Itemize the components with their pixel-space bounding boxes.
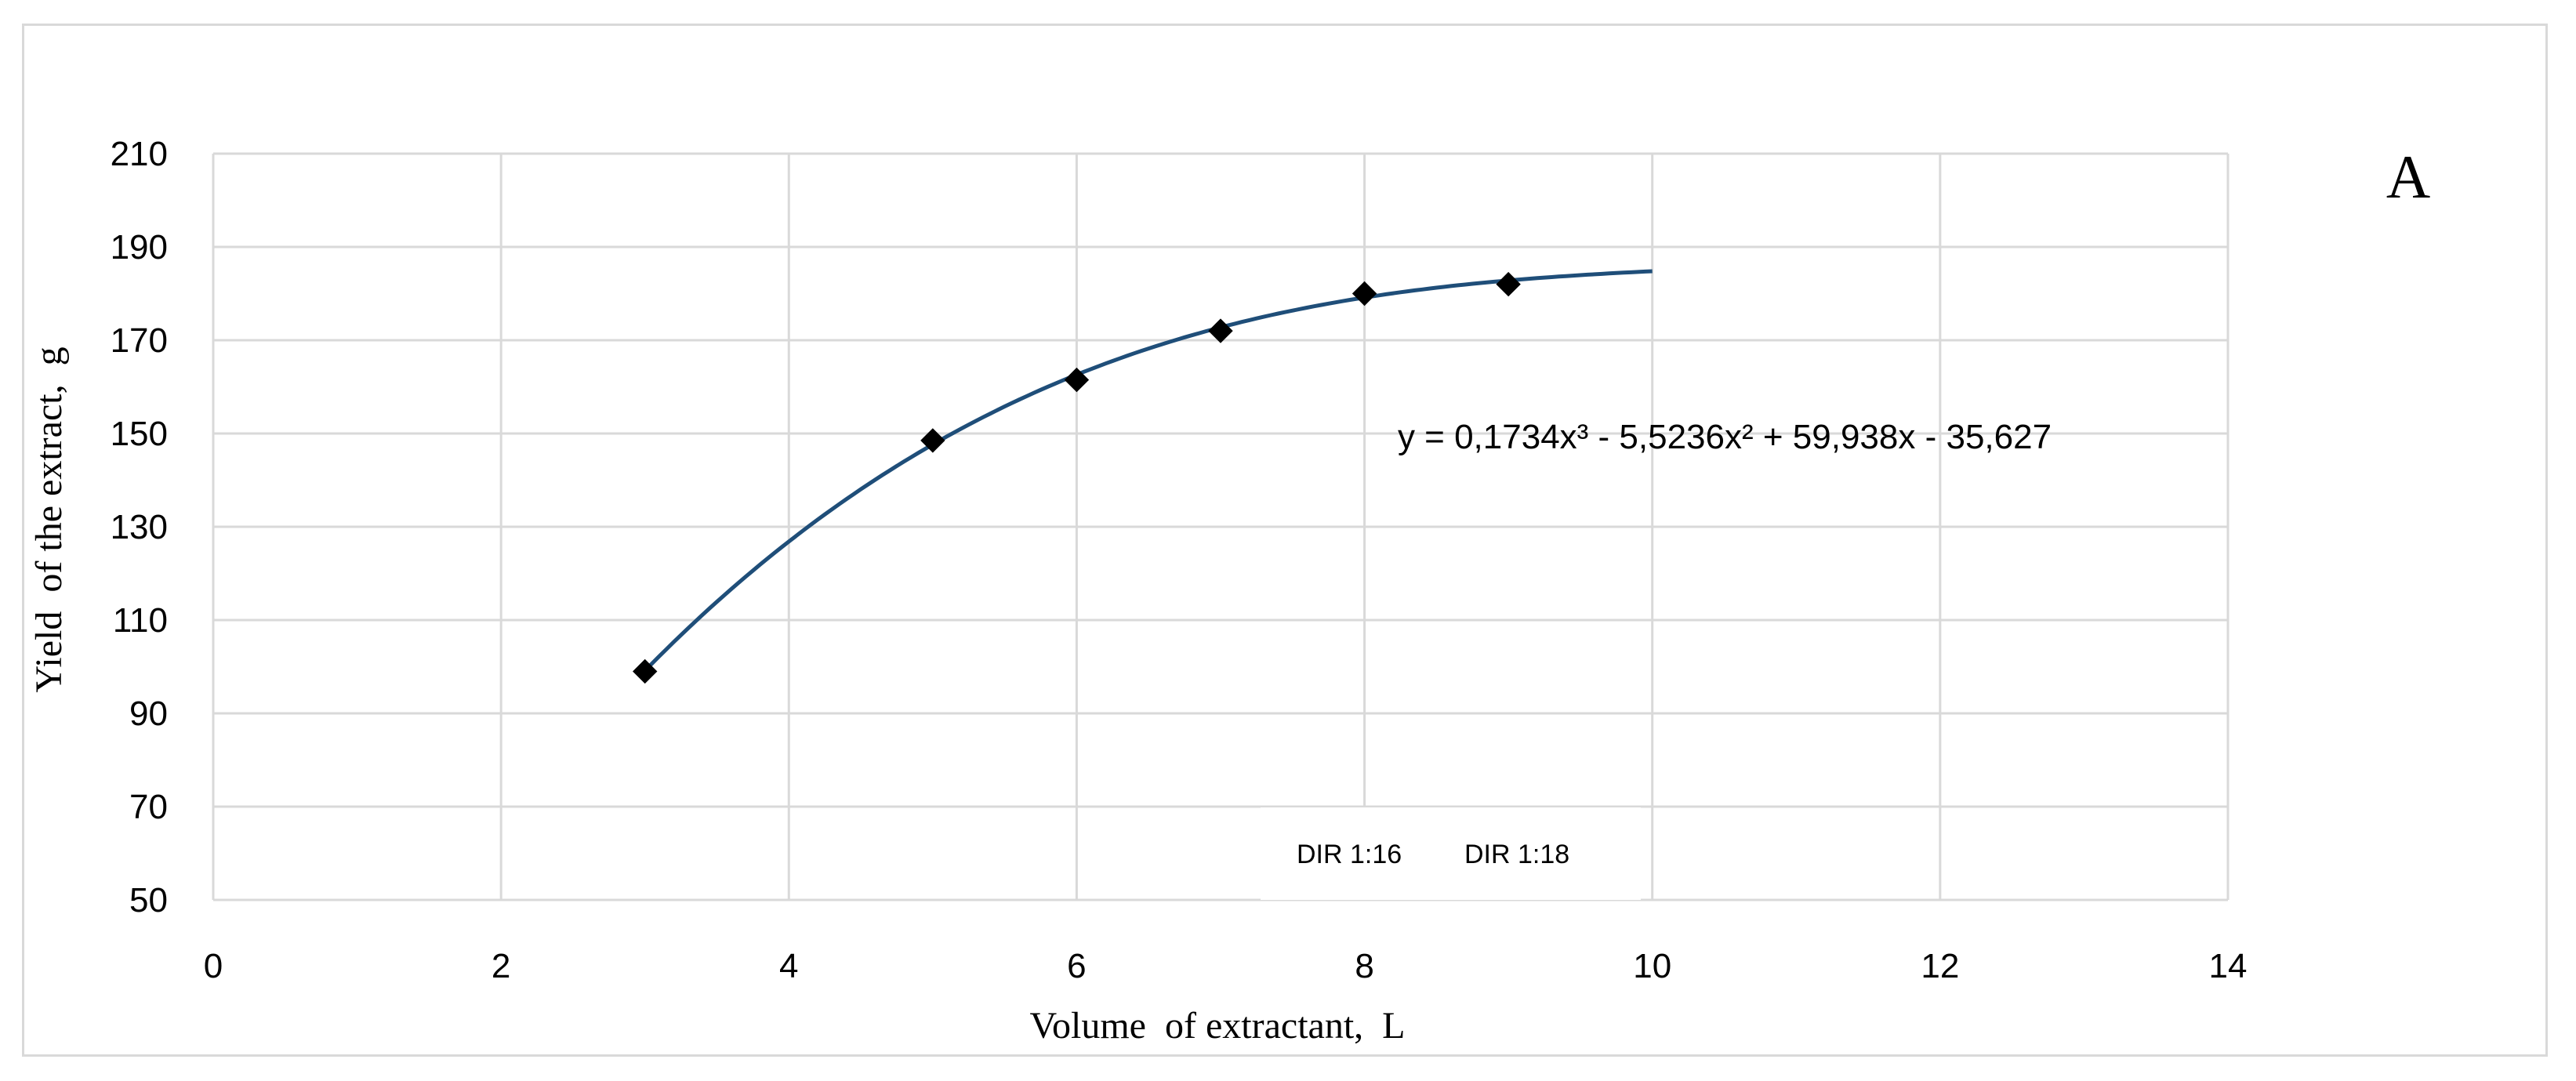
legend-box — [1261, 807, 1641, 900]
data-point — [920, 428, 945, 453]
data-point — [1496, 271, 1521, 297]
legend-item: DIR 1:16 — [1297, 840, 1402, 869]
y-tick-label: 90 — [129, 695, 168, 733]
trendline — [643, 269, 1653, 673]
panel-label: A — [2386, 143, 2430, 211]
y-tick-label: 210 — [111, 135, 168, 173]
marker-layer — [633, 271, 1521, 684]
x-tick-label: 12 — [1921, 947, 1959, 985]
x-tick-label: 4 — [779, 947, 798, 985]
y-tick-label: 190 — [111, 228, 168, 267]
x-tick-label: 2 — [492, 947, 510, 985]
y-axis-title: Yield of the extract, g — [28, 346, 70, 692]
y-tick-label: 50 — [129, 881, 168, 920]
data-point — [633, 658, 658, 684]
trendline-equation: y = 0,1734x³ - 5,5236x² + 59,938x - 35,6… — [1398, 418, 2052, 456]
x-tick-label: 8 — [1355, 947, 1373, 985]
y-tick-label: 130 — [111, 508, 168, 546]
grid-layer — [212, 152, 2230, 901]
x-tick-label: 0 — [204, 947, 223, 985]
axis-layer: 0 2 4 6 8 10 12 14 50 70 90 110 130 150 170 190 210 — [111, 135, 2248, 985]
x-tick-label: 14 — [2209, 947, 2248, 985]
y-tick-label: 110 — [113, 601, 168, 640]
x-axis-title: Volume of extractant, L — [1030, 1005, 1406, 1047]
y-tick-label: 70 — [129, 788, 168, 826]
x-tick-label: 10 — [1633, 947, 1671, 985]
data-point — [1064, 367, 1090, 393]
data-point — [1208, 318, 1233, 343]
y-tick-label: 150 — [111, 415, 168, 453]
legend-item: DIR 1:18 — [1464, 840, 1569, 869]
trendline-layer — [643, 269, 1653, 673]
data-point — [1351, 281, 1377, 307]
y-tick-label: 170 — [111, 321, 168, 360]
x-tick-label: 6 — [1067, 947, 1086, 985]
